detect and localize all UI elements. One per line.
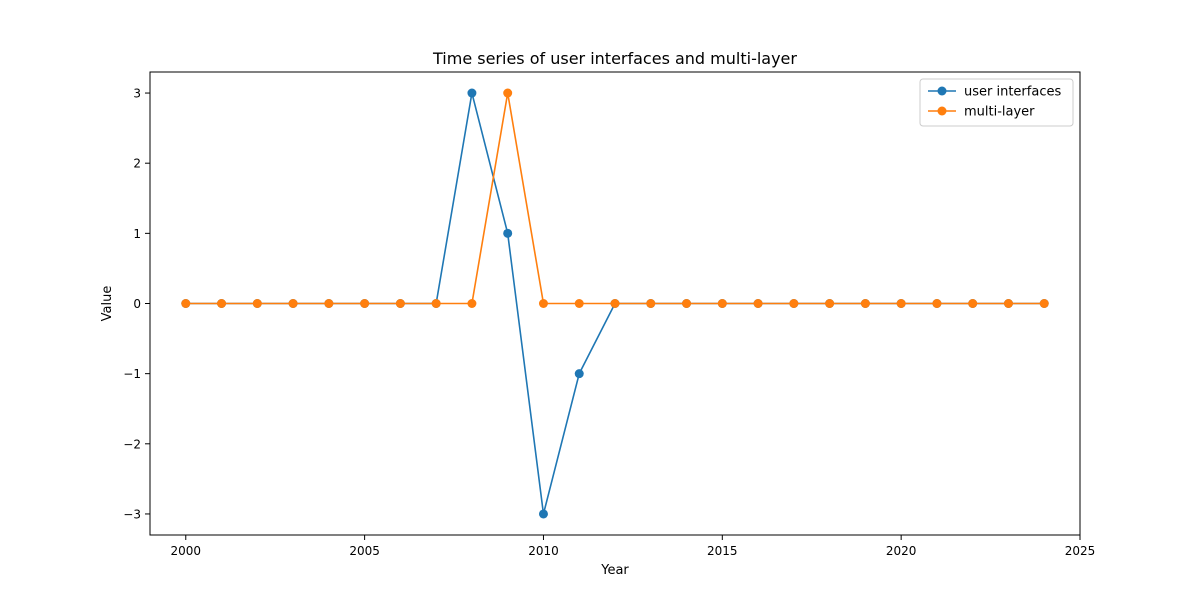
data-point-1-8: [467, 299, 477, 308]
data-point-1-3: [288, 299, 298, 308]
data-point-1-18: [825, 299, 835, 308]
data-point-1-9: [503, 88, 513, 98]
data-point-0-11: [574, 369, 584, 379]
y-tick-label: 0: [133, 297, 141, 311]
x-tick-label: 2005: [349, 544, 380, 558]
data-point-1-10: [538, 299, 548, 308]
y-axis-label: Value: [100, 286, 115, 322]
x-tick-label: 2025: [1065, 544, 1096, 558]
data-point-1-14: [682, 299, 692, 308]
x-axis-label: Year: [600, 563, 629, 578]
y-tick-label: −2: [123, 437, 141, 451]
legend-label: user interfaces: [964, 85, 1061, 100]
data-point-1-19: [860, 299, 870, 308]
legend-marker-1: [937, 106, 947, 116]
data-point-1-5: [360, 299, 370, 308]
y-tick-label: 2: [133, 157, 141, 171]
data-point-1-16: [753, 299, 763, 308]
legend-label: multi-layer: [964, 105, 1035, 120]
chart-title: Time series of user interfaces and multi…: [432, 49, 797, 68]
data-point-0-9: [503, 228, 513, 238]
data-point-1-23: [1003, 299, 1013, 308]
data-point-1-4: [324, 299, 334, 308]
data-point-1-11: [574, 299, 584, 308]
data-point-1-15: [717, 299, 727, 308]
data-point-1-13: [646, 299, 656, 308]
x-tick-label: 2020: [886, 544, 917, 558]
legend-box: [919, 78, 1074, 127]
data-point-0-8: [467, 88, 477, 98]
data-point-0-10: [538, 509, 548, 519]
data-point-1-2: [252, 299, 262, 308]
y-tick-label: −1: [123, 367, 141, 381]
x-tick-label: 2010: [528, 544, 559, 558]
data-point-1-0: [181, 299, 191, 308]
x-tick-label: 2000: [170, 544, 201, 558]
x-tick-label: 2015: [707, 544, 738, 558]
y-tick-label: 1: [133, 227, 141, 241]
data-point-1-12: [610, 299, 620, 308]
legend-marker-0: [937, 86, 947, 96]
data-point-1-21: [932, 299, 942, 308]
data-point-1-17: [789, 299, 799, 308]
data-point-1-7: [431, 299, 441, 308]
data-point-1-22: [968, 299, 978, 308]
data-point-1-6: [395, 299, 405, 308]
data-point-1-20: [896, 299, 906, 308]
y-tick-label: 3: [133, 87, 141, 101]
series-line-1: [185, 92, 1045, 305]
data-point-1-24: [1039, 299, 1049, 308]
y-tick-label: −3: [123, 507, 141, 521]
data-point-1-1: [217, 299, 227, 308]
